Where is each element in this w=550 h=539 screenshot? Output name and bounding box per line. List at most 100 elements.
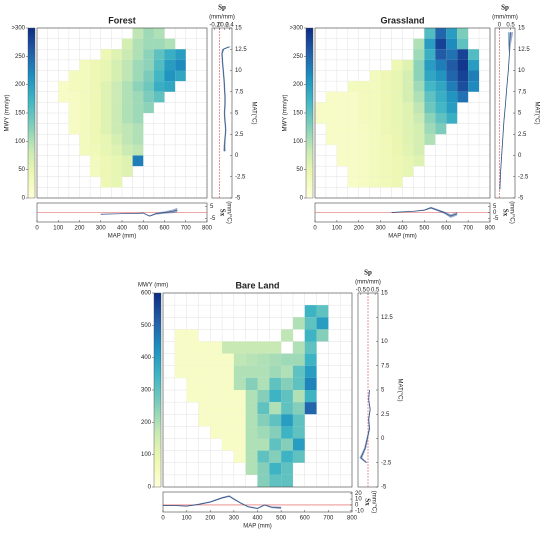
heatmap-cell: [153, 59, 165, 71]
heatmap-cell: [380, 91, 392, 103]
side-y-tick-label: 0: [235, 153, 239, 159]
heatmap-cell: [347, 144, 359, 156]
heatmap-cell: [292, 377, 305, 390]
heatmap-cell: [292, 365, 305, 378]
heatmap-cell: [316, 305, 329, 318]
heatmap-cell: [245, 450, 258, 463]
heatmap-cell: [245, 438, 258, 451]
heatmap-cell: [100, 155, 112, 167]
heatmap-cell: [122, 113, 133, 124]
side-x-unit: (mm/mm): [209, 15, 235, 21]
heatmap-cell: [281, 462, 293, 475]
bottom-x-tick-label: 200: [74, 226, 85, 232]
heatmap-cell: [111, 81, 122, 92]
heatmap-cell: [257, 450, 270, 463]
heatmap-cell: [257, 414, 270, 427]
side-y-tick-label: 12.5: [235, 47, 247, 53]
heatmap-cell: [122, 144, 133, 156]
side-y-label: MAT(°C): [396, 379, 402, 402]
bottom-y-unit: (mm/°C): [370, 491, 376, 513]
heatmap-cell: [164, 49, 176, 60]
colorbar-tick-label: 600: [141, 291, 152, 297]
heatmap-cell: [245, 462, 258, 475]
heatmap-cell: [435, 38, 447, 50]
side-x-label: Sp: [218, 4, 226, 12]
side-y-tick-label: -2.5: [235, 174, 246, 180]
side-y-tick-label: -5: [381, 485, 387, 491]
heatmap-cell: [100, 81, 112, 92]
heatmap-cell: [132, 123, 144, 135]
bottom-y-tick-label: 5: [210, 204, 214, 210]
heatmap-cell: [111, 91, 122, 103]
heatmap-cell: [424, 91, 436, 103]
heatmap-cell: [391, 81, 403, 92]
heatmap-cell: [402, 123, 414, 135]
heatmap-cell: [175, 70, 186, 82]
heatmap-cell: [269, 353, 282, 366]
heatmap-cell: [336, 123, 348, 135]
heatmap-cell: [210, 377, 223, 390]
heatmap-cell: [90, 70, 101, 82]
side-line: [221, 46, 230, 152]
heatmap-cell: [132, 91, 144, 103]
heatmap-cell: [164, 81, 176, 92]
heatmap-cell: [90, 102, 101, 113]
bottom-x-tick-label: 600: [441, 226, 452, 232]
bottom-x-tick-label: 0: [35, 226, 39, 232]
side-x-label: Sp: [501, 4, 509, 12]
colorbar-label: MWY (mm/yr): [283, 95, 289, 132]
heatmap-cell: [446, 81, 458, 92]
heatmap-cell: [391, 59, 403, 71]
bottom-x-tick-label: 100: [182, 516, 193, 522]
bottom-y-label: Sx: [218, 209, 226, 217]
heatmap-cell: [210, 414, 223, 427]
colorbar-tick-label: 300: [141, 388, 152, 394]
bottom-x-tick-label: 300: [96, 226, 107, 232]
bottom-x-tick-label: 200: [205, 516, 216, 522]
heatmap-cell: [111, 176, 122, 188]
heatmap-cell: [446, 38, 458, 50]
side-y-tick-label: -5: [235, 196, 241, 202]
heatmap-cell: [304, 377, 317, 390]
heatmap-cell: [369, 176, 381, 188]
heatmap-cell: [132, 28, 144, 39]
bottom-x-tick-label: 400: [252, 516, 263, 522]
heatmap-cell: [269, 450, 282, 463]
side-y-tick-label: 10: [518, 68, 525, 74]
side-y-label: MAT(°C): [250, 102, 256, 125]
bottom-band: [163, 495, 282, 510]
heatmap-cell: [90, 59, 101, 71]
heatmap-cell: [198, 341, 211, 354]
heatmap-cell: [111, 49, 122, 60]
heatmap-cell: [122, 166, 133, 177]
heatmap-cell: [358, 123, 370, 135]
heatmap-cell: [358, 155, 370, 167]
heatmap-cell: [111, 144, 122, 156]
heatmap-cell: [424, 38, 436, 50]
heatmap-cell: [347, 155, 359, 167]
heatmap-cell: [269, 426, 282, 439]
heatmap-cell: [186, 341, 199, 354]
bottom-x-label: MAP (mm): [243, 524, 272, 530]
heatmap-cell: [292, 450, 305, 463]
heatmap-cell: [175, 49, 186, 60]
bottom-x-tick-label: 500: [276, 516, 287, 522]
bottom-x-tick-label: 200: [354, 226, 365, 232]
heatmap-cell: [281, 414, 293, 427]
heatmap-cell: [402, 113, 414, 124]
heatmap-cell: [257, 377, 270, 390]
heatmap-cell: [325, 102, 337, 113]
colorbar-tick-label: 250: [15, 54, 26, 60]
side-x-tick-label: -0.2: [209, 23, 220, 29]
heatmap-cell: [68, 123, 80, 135]
heatmap-cell: [122, 155, 133, 167]
heatmap-cell: [347, 102, 359, 113]
heatmap-cell: [336, 144, 348, 156]
heatmap-cell: [380, 144, 392, 156]
heatmap-cell: [222, 414, 234, 427]
heatmap-cell: [468, 59, 480, 71]
side-x-unit: (mm/mm): [492, 15, 518, 21]
heatmap-cell: [369, 81, 381, 92]
heatmap-cell: [281, 329, 293, 342]
